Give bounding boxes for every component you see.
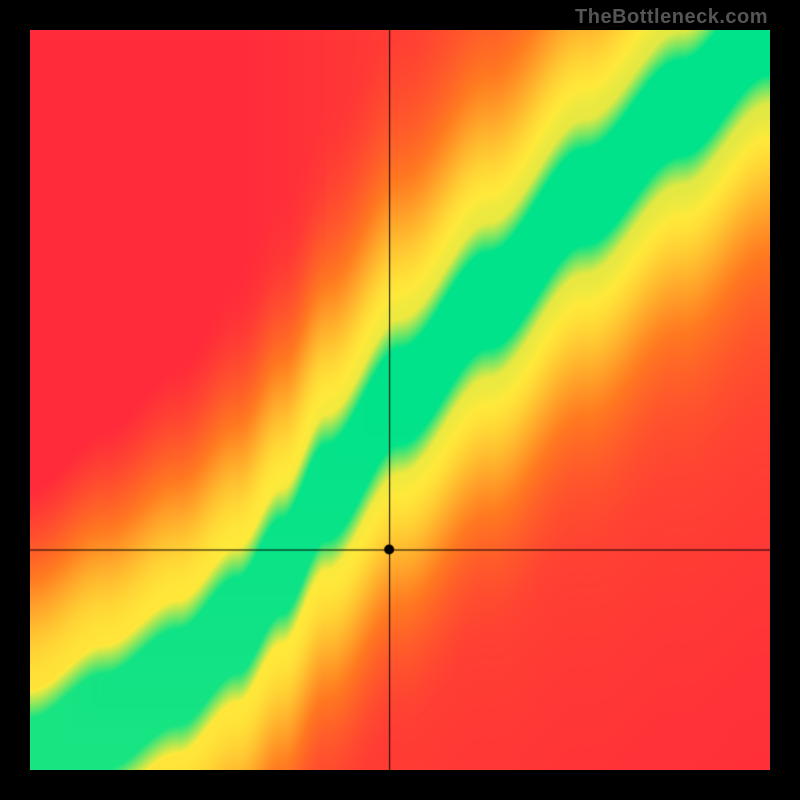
watermark-text: TheBottleneck.com (575, 6, 768, 29)
bottleneck-heatmap (30, 30, 770, 770)
chart-container: TheBottleneck.com (0, 0, 800, 800)
